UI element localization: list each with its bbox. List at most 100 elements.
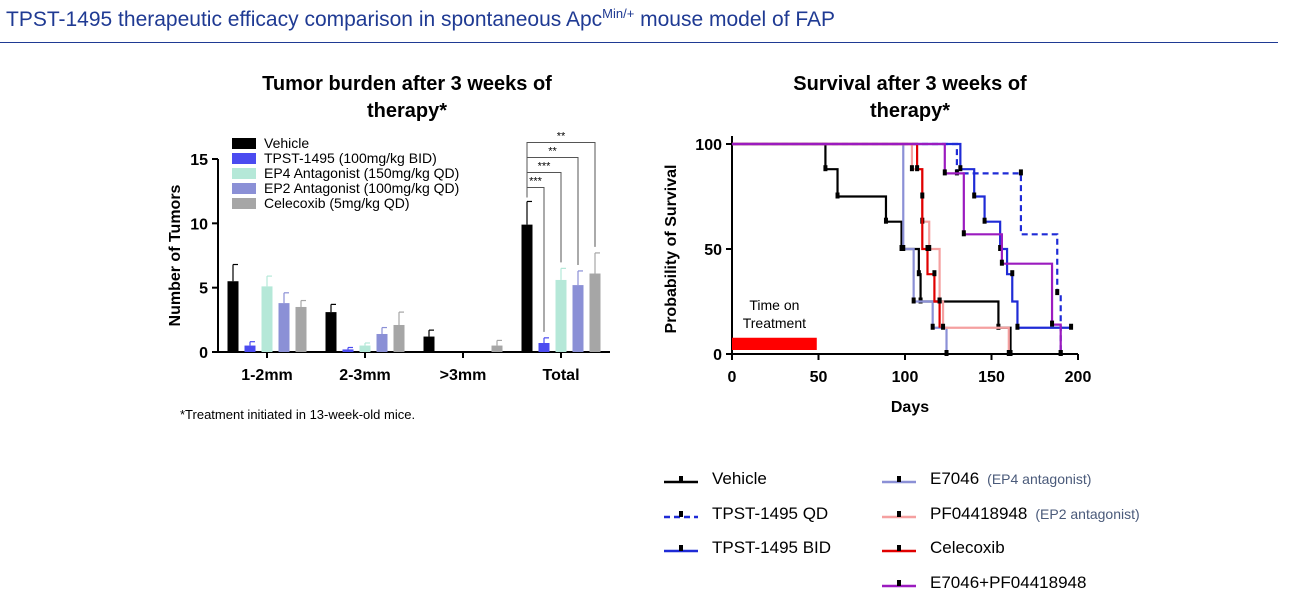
censor-mark <box>944 350 949 356</box>
bar <box>589 273 601 352</box>
legend-censor-mark <box>897 510 901 517</box>
survival-legend-item: TPST-1495 BID <box>662 531 831 566</box>
censor-mark <box>999 259 1004 266</box>
survival-legend-swatch <box>664 476 698 484</box>
survival-xtick-label: 0 <box>728 369 737 386</box>
censor-mark <box>1055 289 1060 296</box>
censor-mark <box>835 192 840 199</box>
censor-mark <box>883 217 888 224</box>
bar <box>359 345 371 352</box>
bar-legend-label: Vehicle <box>264 135 309 151</box>
bar <box>342 349 354 352</box>
bar-legend-label: EP4 Antagonist (150mg/kg QD) <box>264 165 459 181</box>
survival-legend-label: TPST-1495 QD <box>712 503 829 523</box>
survival-ytick-label: 50 <box>704 242 722 259</box>
bar-chart-title-line: Tumor burden after 3 weeks of <box>262 73 552 95</box>
survival-legend-item: E7046 (EP4 antagonist) <box>880 462 1140 497</box>
bar <box>572 285 584 352</box>
censor-mark <box>1058 350 1063 356</box>
survival-legend-swatch <box>882 545 916 553</box>
survival-curve <box>732 142 1062 354</box>
bar-legend-label: EP2 Antagonist (100mg/kg QD) <box>264 180 459 196</box>
bar <box>325 312 337 352</box>
survival-chart-title-line: Survival after 3 weeks of <box>793 73 1027 95</box>
survival-legend-swatch <box>882 579 916 588</box>
survival-legend-right: E7046 (EP4 antagonist) PF04418948 (EP2 anta… <box>880 462 1140 600</box>
survival-chart-ylabel: Probability of Survival <box>663 165 680 334</box>
legend-censor-mark <box>679 545 683 552</box>
survival-legend-label: TPST-1495 BID <box>712 538 832 558</box>
censor-mark <box>998 245 1003 251</box>
censor-mark <box>942 169 947 176</box>
bar <box>244 345 256 352</box>
bar <box>295 306 307 352</box>
significance-label: ** <box>557 130 566 142</box>
censor-mark <box>1010 270 1015 277</box>
bar <box>538 342 550 352</box>
survival-curve <box>732 142 1062 354</box>
censor-mark <box>937 297 942 304</box>
footnote: *Treatment initiated in 13-week-old mice… <box>180 407 416 422</box>
censor-mark <box>1050 320 1055 327</box>
survival-legend-label: E7046 <box>930 469 980 489</box>
bar-legend-label: TPST-1495 (100mg/kg BID) <box>264 150 437 166</box>
censor-mark <box>932 270 937 277</box>
survival-xtick-label: 50 <box>810 369 828 386</box>
bar <box>376 333 388 352</box>
censor-mark <box>982 217 987 224</box>
bar <box>521 224 533 352</box>
censor-mark <box>961 230 966 237</box>
censor-mark <box>915 165 920 172</box>
treatment-period-label: Treatment <box>743 315 806 331</box>
bar <box>261 286 273 352</box>
censor-mark <box>1015 323 1020 330</box>
tumor-burden-chart: Tumor burden after 3 weeks of therapy* Num… <box>167 73 610 384</box>
survival-xtick-label: 150 <box>978 369 1005 386</box>
treatment-period-label: Time on <box>749 297 799 313</box>
header-rule <box>0 42 1278 43</box>
treatment-period-box <box>732 337 817 350</box>
bar <box>227 281 239 352</box>
survival-legend-label: Vehicle <box>712 469 767 489</box>
bar <box>491 345 503 352</box>
bar-legend-swatch <box>232 153 256 164</box>
survival-xtick-label: 200 <box>1065 369 1092 386</box>
censor-mark <box>920 192 925 199</box>
legend-censor-mark <box>897 476 901 483</box>
censor-mark <box>1018 169 1023 176</box>
censor-mark <box>941 323 946 330</box>
survival-chart: Survival after 3 weeks of therapy* Probabi… <box>663 73 1092 416</box>
survival-legend-label: Celecoxib <box>930 538 1005 558</box>
bar-chart-category-label: >3mm <box>440 367 487 384</box>
censor-mark <box>823 165 828 172</box>
censor-mark <box>901 245 906 251</box>
bar-chart-ytick-label: 5 <box>199 281 208 298</box>
legend-censor-mark <box>679 510 683 517</box>
header-title-post: mouse model of FAP <box>634 8 836 31</box>
survival-legend-note: (EP4 antagonist) <box>987 471 1092 488</box>
header-title-pre: TPST-1495 therapeutic efficacy compariso… <box>6 8 603 31</box>
survival-legend-item: Celecoxib <box>880 531 1140 566</box>
survival-ytick-label: 0 <box>713 347 722 364</box>
bar-legend-swatch <box>232 138 256 149</box>
header-title-sup: Min/+ <box>602 6 635 21</box>
bar-chart-ylabel: Number of Tumors <box>167 184 184 326</box>
survival-legend-item: Vehicle <box>662 462 831 497</box>
censor-mark <box>911 297 916 304</box>
bar-chart-ytick-label: 10 <box>190 216 208 233</box>
survival-xtick-label: 100 <box>892 369 919 386</box>
survival-legend-swatch <box>882 476 916 484</box>
bar-chart-category-label: 1-2mm <box>241 367 293 384</box>
bar <box>393 324 405 352</box>
page-header: TPST-1495 therapeutic efficacy compariso… <box>6 6 835 32</box>
censor-mark <box>909 165 914 172</box>
legend-censor-mark <box>679 476 683 483</box>
legend-censor-mark <box>897 579 901 586</box>
bar-chart-ytick-label: 15 <box>190 152 208 169</box>
significance-label: ** <box>548 145 557 157</box>
significance-bracket <box>526 156 579 265</box>
legend-censor-mark <box>897 545 901 552</box>
bar-legend-swatch <box>232 198 256 209</box>
censor-mark <box>916 270 921 277</box>
bar-chart-category-label: 2-3mm <box>339 367 391 384</box>
